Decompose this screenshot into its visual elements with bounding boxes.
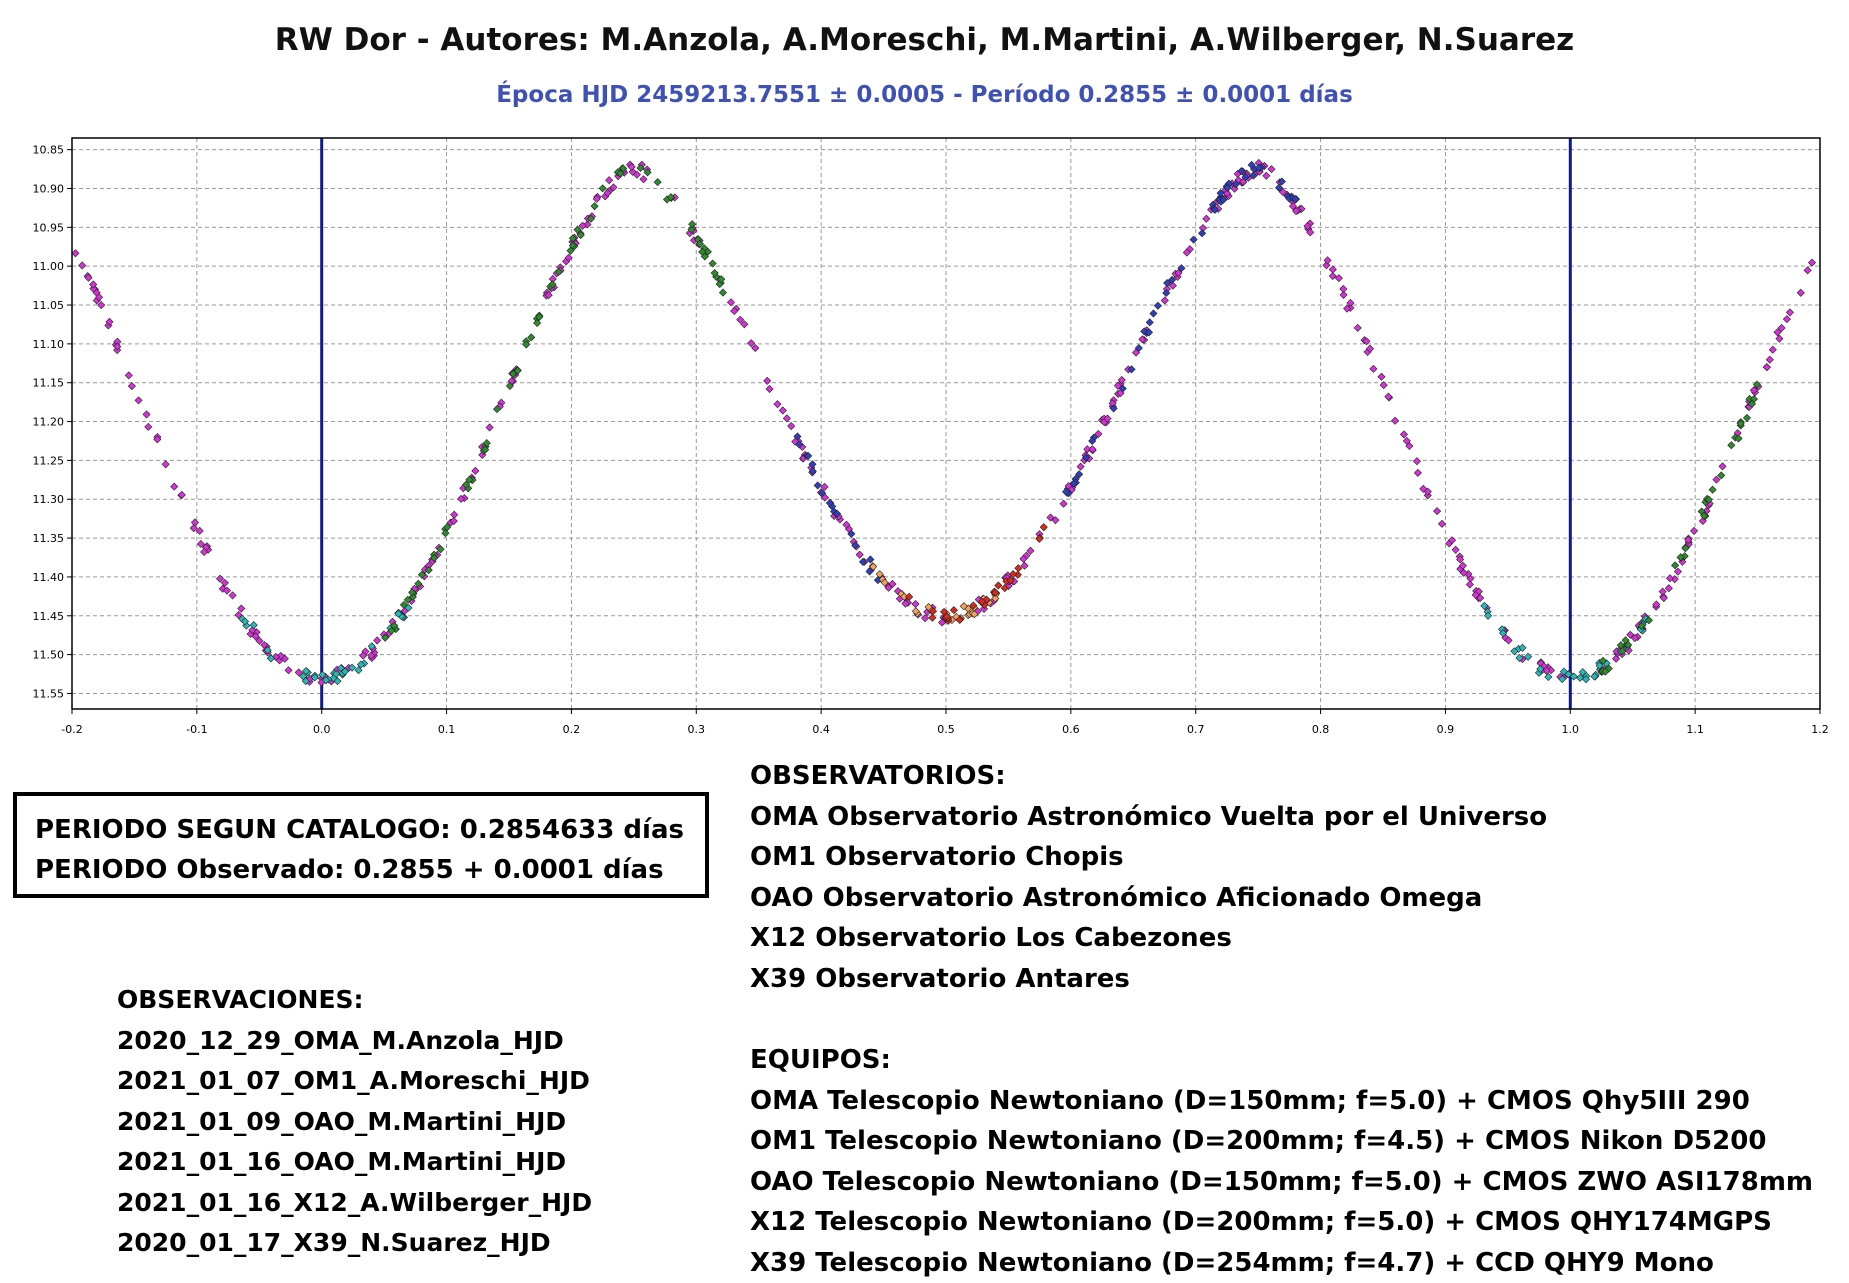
observation-item: 2021_01_07_OM1_A.Moreschi_HJD [117,1061,592,1102]
light-curve-plot: 10.85 10.90 10.95 11.00 11.05 11.10 11.15 11.20… [0,0,1849,760]
x-tick-label: 0.6 [1062,723,1080,736]
observaciones-list: OBSERVACIONES: 2020_12_29_OMA_M.Anzola_H… [117,980,592,1264]
catalog-period-text: PERIODO SEGUN CATALOGO: 0.2854633 días [35,810,687,850]
x-tick-label: 0.0 [313,723,331,736]
y-tick-label: 11.55 [33,687,65,700]
y-tick-label: 11.25 [33,454,65,467]
y-tick-label: 11.05 [33,299,65,312]
y-tick-label: 11.10 [33,338,65,351]
observation-item: 2021_01_16_X12_A.Wilberger_HJD [117,1183,592,1224]
observation-item: 2021_01_16_OAO_M.Martini_HJD [117,1142,592,1183]
x-tick-label: 0.8 [1312,723,1330,736]
x-tick-label: 0.7 [1187,723,1205,736]
x-tick-label: 1.0 [1562,723,1580,736]
y-tick-label: 10.85 [33,144,65,157]
y-tick-label: 11.40 [33,571,65,584]
period-info-box: PERIODO SEGUN CATALOGO: 0.2854633 días P… [13,792,709,898]
x-tick-label: 0.2 [563,723,581,736]
x-tick-label: 0.9 [1437,723,1455,736]
y-tick-label: 11.50 [33,649,65,662]
x-tick-label: 0.1 [438,723,456,736]
x-tick-label: 0.3 [688,723,706,736]
observatory-item: OAO Observatorio Astronómico Aficionado … [750,878,1547,919]
x-tick-label: 1.2 [1811,723,1829,736]
equipment-item: OAO Telescopio Newtoniano (D=150mm; f=5.… [750,1162,1813,1203]
y-tick-label: 11.35 [33,532,65,545]
observation-item: 2020_12_29_OMA_M.Anzola_HJD [117,1021,592,1062]
observatorios-heading: OBSERVATORIOS: [750,756,1547,797]
y-tick-label: 11.30 [33,493,65,506]
x-axis-ticks: -0.2 -0.1 0.0 0.1 0.2 0.3 0.4 0.5 0.6 0.7 0.8 0.9 1.… [61,709,1828,736]
observatory-item: OM1 Observatorio Chopis [750,837,1547,878]
x-tick-label: 0.5 [937,723,955,736]
observaciones-heading: OBSERVACIONES: [117,980,592,1021]
observatory-item: OMA Observatorio Astronómico Vuelta por … [750,797,1547,838]
x-tick-label: -0.1 [186,723,207,736]
x-tick-label: 1.1 [1686,723,1704,736]
observatorios-list: OBSERVATORIOS: OMA Observatorio Astronóm… [750,756,1547,999]
equipos-list: EQUIPOS: OMA Telescopio Newtoniano (D=15… [750,1040,1813,1283]
equipment-item: OM1 Telescopio Newtoniano (D=200mm; f=4.… [750,1121,1813,1162]
observatory-item: X12 Observatorio Los Cabezones [750,918,1547,959]
y-axis-ticks: 10.85 10.90 10.95 11.00 11.05 11.10 11.15 11.20… [33,144,73,701]
y-tick-label: 11.45 [33,610,65,623]
observation-item: 2020_01_17_X39_N.Suarez_HJD [117,1223,592,1264]
y-tick-label: 11.00 [33,260,65,273]
y-tick-label: 10.90 [33,182,65,195]
observation-item: 2021_01_09_OAO_M.Martini_HJD [117,1102,592,1143]
x-tick-label: -0.2 [61,723,82,736]
y-tick-label: 11.15 [33,377,65,390]
equipos-heading: EQUIPOS: [750,1040,1813,1081]
observed-period-text: PERIODO Observado: 0.2855 + 0.0001 días [35,850,687,890]
equipment-item: X39 Telescopio Newtoniano (D=254mm; f=4.… [750,1243,1813,1283]
y-tick-label: 10.95 [33,221,65,234]
y-tick-label: 11.20 [33,416,65,429]
x-tick-label: 0.4 [812,723,830,736]
observatory-item: X39 Observatorio Antares [750,959,1547,1000]
equipment-item: X12 Telescopio Newtoniano (D=200mm; f=5.… [750,1202,1813,1243]
equipment-item: OMA Telescopio Newtoniano (D=150mm; f=5.… [750,1081,1813,1122]
